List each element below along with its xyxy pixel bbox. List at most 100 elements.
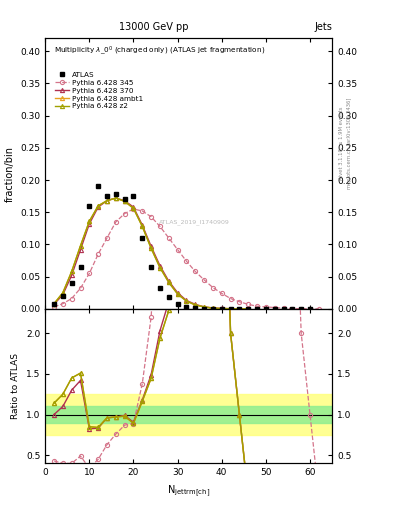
Text: Multiplicity $\lambda\_0^0$ (charged only) (ATLAS jet fragmentation): Multiplicity $\lambda\_0^0$ (charged onl… [54, 44, 265, 57]
Pythia 6.428 z2 [219, 306, 224, 312]
Pythia 6.428 ambt1 [175, 291, 180, 297]
ATLAS [264, 306, 268, 312]
Y-axis label: Ratio to ATLAS: Ratio to ATLAS [11, 353, 20, 419]
Pythia 6.428 z2 [131, 205, 136, 211]
Pythia 6.428 345 [219, 290, 224, 296]
ATLAS [131, 193, 136, 199]
Pythia 6.428 z2 [237, 306, 242, 312]
Pythia 6.428 370 [211, 305, 215, 311]
Pythia 6.428 370 [78, 246, 83, 252]
ATLAS [299, 306, 303, 312]
Pythia 6.428 z2 [51, 301, 56, 307]
ATLAS [193, 305, 198, 311]
ATLAS [228, 306, 233, 312]
Pythia 6.428 345 [175, 246, 180, 252]
Line: Pythia 6.428 345: Pythia 6.428 345 [52, 207, 321, 311]
Pythia 6.428 ambt1 [140, 223, 145, 229]
Pythia 6.428 ambt1 [184, 298, 189, 304]
Pythia 6.428 370 [175, 290, 180, 296]
Pythia 6.428 z2 [193, 302, 198, 308]
Pythia 6.428 370 [149, 243, 154, 249]
Pythia 6.428 345 [114, 219, 118, 225]
Pythia 6.428 ambt1 [211, 305, 215, 311]
Pythia 6.428 z2 [87, 218, 92, 224]
Pythia 6.428 345 [122, 210, 127, 217]
Pythia 6.428 370 [69, 272, 74, 279]
Pythia 6.428 ambt1 [122, 198, 127, 204]
Pythia 6.428 ambt1 [158, 265, 162, 271]
Pythia 6.428 ambt1 [166, 280, 171, 286]
Pythia 6.428 370 [202, 304, 206, 310]
ATLAS [122, 196, 127, 202]
Pythia 6.428 z2 [228, 306, 233, 312]
Pythia 6.428 z2 [246, 306, 251, 312]
Pythia 6.428 z2 [105, 198, 109, 204]
ATLAS [87, 203, 92, 209]
Pythia 6.428 ambt1 [228, 306, 233, 312]
Pythia 6.428 345 [202, 277, 206, 283]
Pythia 6.428 345 [78, 285, 83, 291]
Y-axis label: fraction/bin: fraction/bin [5, 145, 15, 202]
Pythia 6.428 370 [122, 198, 127, 204]
Pythia 6.428 z2 [69, 268, 74, 274]
Pythia 6.428 370 [140, 222, 145, 228]
ATLAS [140, 235, 145, 241]
Pythia 6.428 370 [228, 306, 233, 312]
Pythia 6.428 z2 [149, 245, 154, 251]
Pythia 6.428 ambt1 [219, 306, 224, 312]
Pythia 6.428 z2 [140, 223, 145, 229]
Pythia 6.428 z2 [122, 198, 127, 204]
Pythia 6.428 370 [246, 306, 251, 312]
Pythia 6.428 ambt1 [105, 198, 109, 204]
ATLAS [308, 306, 312, 312]
Pythia 6.428 345 [87, 270, 92, 276]
Pythia 6.428 z2 [175, 291, 180, 297]
Pythia 6.428 345 [193, 268, 198, 274]
ATLAS [69, 280, 74, 286]
ATLAS [149, 264, 154, 270]
Pythia 6.428 370 [131, 204, 136, 210]
ATLAS [255, 306, 259, 312]
Pythia 6.428 370 [166, 278, 171, 284]
ATLAS [51, 301, 56, 307]
ATLAS [272, 306, 277, 312]
Text: mcplots.cern.ch [arXiv:1306.3436]: mcplots.cern.ch [arXiv:1306.3436] [347, 98, 352, 189]
ATLAS [96, 183, 101, 189]
Pythia 6.428 370 [184, 297, 189, 304]
Pythia 6.428 ambt1 [131, 205, 136, 211]
Pythia 6.428 345 [290, 306, 295, 312]
Pythia 6.428 345 [184, 258, 189, 264]
Pythia 6.428 ambt1 [61, 290, 65, 296]
Pythia 6.428 345 [158, 223, 162, 229]
Pythia 6.428 ambt1 [237, 306, 242, 312]
Pythia 6.428 345 [51, 304, 56, 310]
Line: ATLAS: ATLAS [51, 184, 312, 311]
ATLAS [175, 301, 180, 307]
Pythia 6.428 ambt1 [202, 304, 206, 310]
Pythia 6.428 z2 [96, 203, 101, 209]
Pythia 6.428 370 [87, 221, 92, 227]
Pythia 6.428 370 [105, 198, 109, 204]
ATLAS [211, 306, 215, 312]
Pythia 6.428 z2 [202, 304, 206, 310]
Text: ATLAS_2019_I1740909: ATLAS_2019_I1740909 [159, 220, 230, 225]
Pythia 6.428 345 [105, 235, 109, 241]
Pythia 6.428 z2 [114, 195, 118, 201]
Pythia 6.428 ambt1 [51, 301, 56, 307]
X-axis label: N$_{\mathregular{jettrm[ch]}}$: N$_{\mathregular{jettrm[ch]}}$ [167, 483, 210, 499]
Pythia 6.428 345 [211, 285, 215, 291]
Pythia 6.428 ambt1 [246, 306, 251, 312]
Pythia 6.428 ambt1 [114, 195, 118, 201]
Pythia 6.428 345 [69, 295, 74, 302]
Pythia 6.428 345 [61, 301, 65, 307]
Pythia 6.428 345 [131, 206, 136, 212]
ATLAS [290, 306, 295, 312]
ATLAS [219, 306, 224, 312]
Line: Pythia 6.428 z2: Pythia 6.428 z2 [52, 196, 250, 311]
Pythia 6.428 370 [114, 195, 118, 201]
Text: Jets: Jets [314, 22, 332, 32]
Pythia 6.428 ambt1 [87, 218, 92, 224]
Pythia 6.428 ambt1 [149, 245, 154, 251]
Pythia 6.428 ambt1 [69, 268, 74, 274]
ATLAS [61, 293, 65, 299]
